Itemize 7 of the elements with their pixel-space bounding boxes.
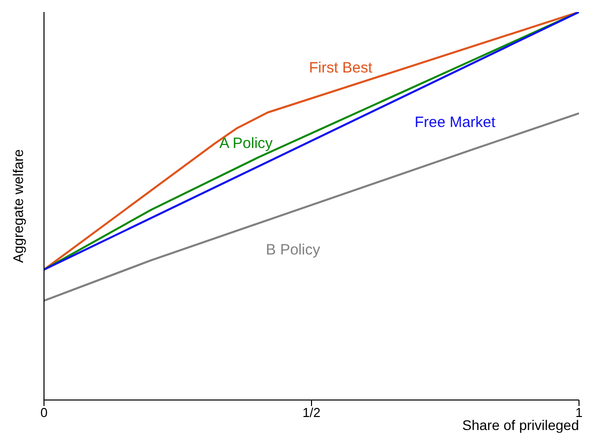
y-axis-title: Aggregate welfare	[10, 148, 26, 263]
series-label: First Best	[308, 59, 374, 76]
series-label: A Policy	[219, 134, 274, 152]
x-tick-label: 0	[40, 405, 48, 420]
series-label: Free Market	[414, 114, 496, 131]
x-tick-label: 1/2	[302, 405, 321, 420]
series-label: B Policy	[266, 241, 321, 258]
